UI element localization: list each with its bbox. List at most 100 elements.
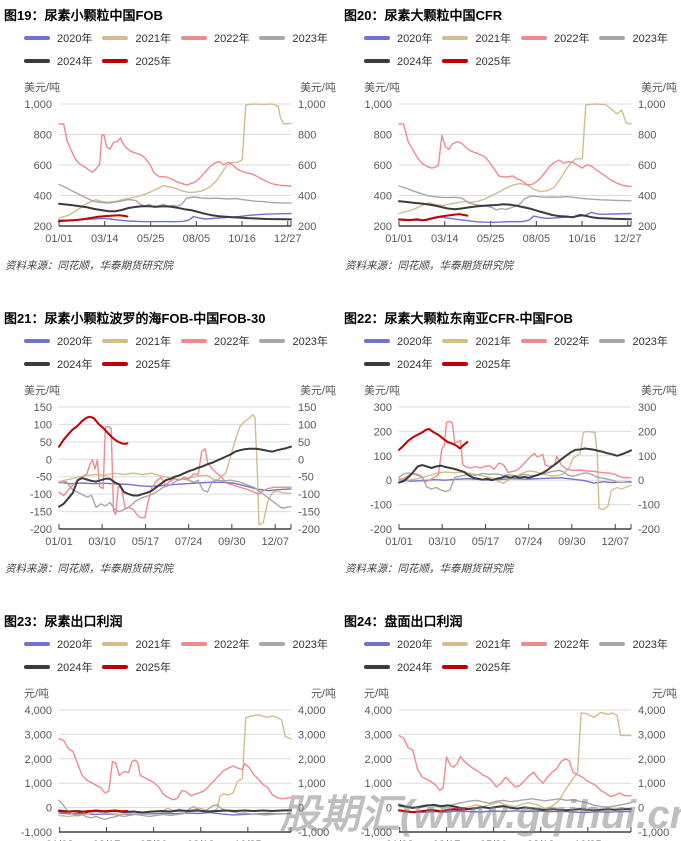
svg-text:01/01: 01/01 xyxy=(45,233,73,245)
svg-text:08/05: 08/05 xyxy=(523,233,551,245)
legend-swatch-icon xyxy=(259,35,286,40)
svg-text:08/05: 08/05 xyxy=(183,233,211,245)
svg-text:0: 0 xyxy=(638,475,644,487)
svg-text:12/27: 12/27 xyxy=(614,233,642,245)
svg-text:800: 800 xyxy=(638,130,656,142)
chart-plot: 4,000 4,000 3,000 3,000 2,000 2,000 1,000 1,000… xyxy=(361,705,669,841)
svg-text:-50: -50 xyxy=(36,472,52,484)
series-line-2021年 xyxy=(398,430,632,511)
unit-right: 美元/吨 xyxy=(299,385,336,397)
series-line-2020年 xyxy=(58,212,292,223)
svg-text:03/14: 03/14 xyxy=(431,233,459,245)
legend-swatch-icon xyxy=(24,641,50,646)
svg-text:1,000: 1,000 xyxy=(298,99,326,111)
svg-text:03/17: 03/17 xyxy=(433,839,461,841)
unit-right: 元/吨 xyxy=(651,688,677,700)
series-line-2025年 xyxy=(58,214,129,223)
svg-text:01/01: 01/01 xyxy=(385,536,413,548)
svg-text:1,000: 1,000 xyxy=(24,99,52,111)
legend-item: 2023年 xyxy=(259,333,328,349)
legend-label: 2022年 xyxy=(553,638,590,651)
svg-text:200: 200 xyxy=(374,221,392,233)
chart-figure: 图24：盘面出口利润 2020年 2021年 2022年 2023年 2024年 2025… xyxy=(340,606,681,841)
legend-swatch-icon xyxy=(102,338,129,343)
legend-swatch-icon xyxy=(442,361,469,366)
legend-label: 2024年 xyxy=(57,55,93,68)
svg-text:-200: -200 xyxy=(30,524,52,536)
svg-text:-100: -100 xyxy=(370,500,392,512)
legend-swatch-icon xyxy=(599,338,626,343)
legend-label: 2023年 xyxy=(632,32,668,45)
legend-label: 2020年 xyxy=(397,32,433,45)
legend-label: 2023年 xyxy=(292,335,328,348)
svg-text:07/24: 07/24 xyxy=(515,536,543,548)
svg-text:-1,000: -1,000 xyxy=(638,827,669,839)
svg-text:10/16: 10/16 xyxy=(228,233,256,245)
legend-swatch-icon xyxy=(102,664,129,669)
svg-text:08/12: 08/12 xyxy=(527,839,555,841)
axis-units: 美元/吨 美元/吨 xyxy=(4,375,340,398)
svg-text:10/16: 10/16 xyxy=(568,233,596,245)
source-note: 资料来源：同花顺，华泰期货研究院 xyxy=(5,261,173,272)
chart-legend: 2020年 2021年 2022年 2023年 2024年 2025年 xyxy=(344,632,681,678)
svg-text:600: 600 xyxy=(298,160,316,172)
legend-swatch-icon xyxy=(259,338,286,343)
svg-text:150: 150 xyxy=(298,402,316,414)
legend-item: 2025年 xyxy=(442,53,511,69)
unit-left: 元/吨 xyxy=(24,688,50,700)
svg-text:200: 200 xyxy=(638,221,656,233)
series-line-2021年 xyxy=(58,714,292,818)
svg-text:800: 800 xyxy=(34,130,52,142)
svg-text:100: 100 xyxy=(374,451,392,463)
legend-swatch-icon xyxy=(442,58,469,63)
svg-text:200: 200 xyxy=(34,221,52,233)
legend-item: 2024年 xyxy=(364,356,432,372)
legend-item: 2022年 xyxy=(520,30,589,46)
legend-label: 2020年 xyxy=(57,32,93,45)
series-line-2021年 xyxy=(58,103,292,219)
chart-title: 图22：尿素大颗粒东南亚CFR-中国FOB xyxy=(344,311,573,326)
svg-text:3,000: 3,000 xyxy=(24,729,52,741)
legend-label: 2021年 xyxy=(135,32,171,45)
legend-swatch-icon xyxy=(24,664,50,669)
svg-text:3,000: 3,000 xyxy=(364,729,392,741)
svg-text:05/17: 05/17 xyxy=(472,536,500,548)
legend-item: 2021年 xyxy=(442,636,511,652)
series-line-2022年 xyxy=(398,123,632,188)
legend-swatch-icon xyxy=(520,338,547,343)
legend-label: 2023年 xyxy=(292,32,328,45)
chart-legend: 2020年 2021年 2022年 2023年 2024年 2025年 xyxy=(344,26,681,72)
svg-text:4,000: 4,000 xyxy=(638,705,666,717)
svg-text:0: 0 xyxy=(46,803,52,815)
legend-item: 2020年 xyxy=(24,636,92,652)
svg-text:-200: -200 xyxy=(370,524,392,536)
legend-label: 2022年 xyxy=(553,335,590,348)
chart-plot: 4,000 4,000 3,000 3,000 2,000 2,000 1,000 1,000… xyxy=(21,705,329,841)
svg-text:800: 800 xyxy=(374,130,392,142)
svg-text:2,000: 2,000 xyxy=(364,754,392,766)
svg-text:03/10: 03/10 xyxy=(88,536,116,548)
unit-right: 元/吨 xyxy=(310,688,336,700)
svg-text:4,000: 4,000 xyxy=(298,705,326,717)
series-line-2023年 xyxy=(398,185,632,211)
svg-text:-100: -100 xyxy=(298,489,320,501)
svg-text:600: 600 xyxy=(638,160,656,172)
series-line-2025年 xyxy=(398,213,469,222)
svg-text:05/25: 05/25 xyxy=(477,233,505,245)
svg-text:03/14: 03/14 xyxy=(91,233,119,245)
legend-item: 2022年 xyxy=(180,636,249,652)
chart-legend: 2020年 2021年 2022年 2023年 2024年 2025年 xyxy=(4,26,340,72)
series-line-2023年 xyxy=(398,798,632,810)
series-line-2022年 xyxy=(398,734,632,798)
legend-label: 2020年 xyxy=(57,335,93,348)
svg-text:100: 100 xyxy=(638,451,656,463)
source-note: 资料来源：同花顺，华泰期货研究院 xyxy=(345,564,513,575)
series-line-2023年 xyxy=(58,799,292,821)
legend-swatch-icon xyxy=(24,361,50,366)
legend-item: 2022年 xyxy=(180,333,249,349)
axis-units: 美元/吨 美元/吨 xyxy=(344,375,681,398)
chart-title: 图23：尿素出口利润 xyxy=(4,614,123,629)
legend-swatch-icon xyxy=(180,35,207,40)
svg-text:-150: -150 xyxy=(298,507,320,519)
